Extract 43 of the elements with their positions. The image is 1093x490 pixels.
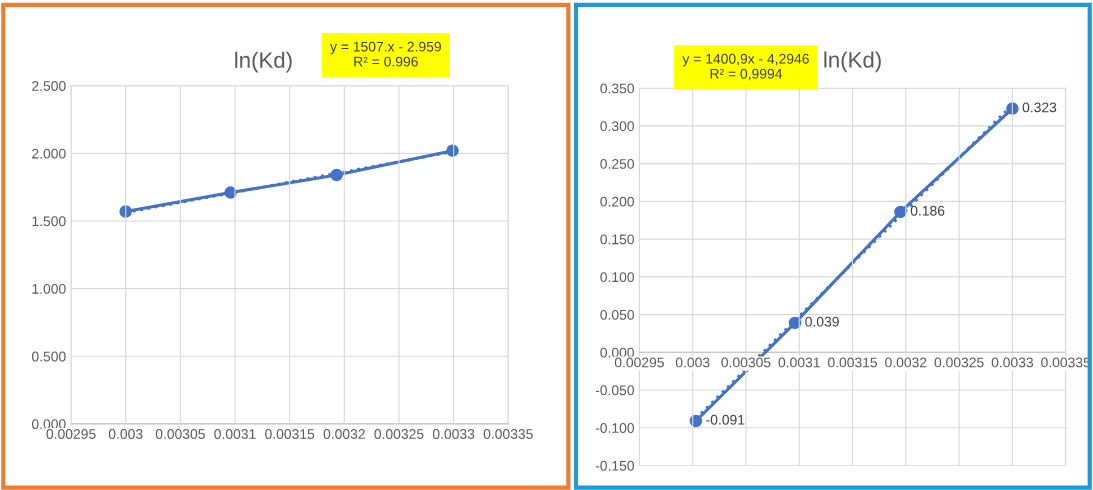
y-tick-label: 0.300 xyxy=(600,121,634,132)
y-tick-label: 0.100 xyxy=(600,272,634,283)
y-tick-label: 0.000 xyxy=(600,347,634,358)
y-tick-label: 0.050 xyxy=(600,309,634,320)
x-tick-label: 0.00295 xyxy=(46,429,96,439)
x-tick-label: 0.003 xyxy=(675,357,710,368)
y-tick-label: 2.500 xyxy=(32,81,66,91)
data-label: 0.039 xyxy=(805,316,839,327)
y-tick-label: 0.200 xyxy=(600,196,634,207)
y-tick-label: -0.050 xyxy=(595,385,634,396)
y-tick-label: 0.350 xyxy=(600,83,634,94)
text: y = 1400,9x - 4,2946 R² = 0,9994 xyxy=(682,53,809,81)
chart-title: ln(Kd) xyxy=(235,51,292,73)
x-tick-label: 0.00305 xyxy=(721,357,771,368)
x-tick-label: 0.00335 xyxy=(1041,357,1091,368)
x-tick-label: 0.003 xyxy=(108,429,143,439)
y-tick-label: 0.500 xyxy=(31,351,66,362)
text: y = 1507.x - 2.959 R² = 0.996 xyxy=(330,41,441,67)
data-label: -0.091 xyxy=(706,414,745,425)
x-tick-label: 0.00335 xyxy=(483,429,533,439)
y-tick-label: 2.000 xyxy=(32,148,66,159)
x-tick-label: 0.00305 xyxy=(155,429,205,439)
x-tick-label: 0.00325 xyxy=(374,429,424,439)
data-label: 0.323 xyxy=(1022,102,1057,113)
x-tick-label: 0.00295 xyxy=(614,357,664,368)
x-tick-label: 0.0032 xyxy=(885,357,927,368)
y-tick-label: 1.000 xyxy=(32,283,66,294)
x-tick-label: 0.00325 xyxy=(934,357,984,368)
x-tick-label: 0.0033 xyxy=(432,429,475,439)
chart-title: ln(Kd) xyxy=(824,51,881,73)
x-tick-label: 0.0031 xyxy=(214,429,256,439)
y-tick-label: -0.150 xyxy=(595,460,634,471)
y-tick-label: -0.100 xyxy=(595,423,634,433)
data-label: 0.186 xyxy=(910,205,945,216)
x-tick-label: 0.00315 xyxy=(265,429,315,439)
y-tick-label: 0.150 xyxy=(600,234,634,245)
x-tick-label: 0.00315 xyxy=(827,357,878,368)
x-tick-label: 0.0031 xyxy=(778,357,820,368)
point xyxy=(330,168,343,182)
y-tick-label: 0.250 xyxy=(600,158,634,169)
x-tick-label: 0.0032 xyxy=(323,429,365,439)
x-tick-label: 0.0033 xyxy=(991,357,1034,368)
y-tick-label: 1.500 xyxy=(32,216,66,227)
